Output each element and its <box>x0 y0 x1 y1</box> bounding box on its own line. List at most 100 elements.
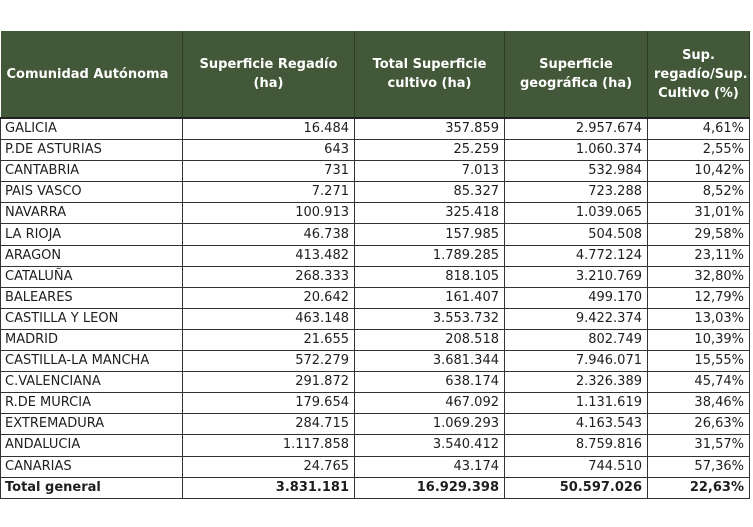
regadio-cell: 731 <box>182 160 355 183</box>
name-cell: P.DE ASTURIAS <box>0 139 183 162</box>
cultivo-cell: 3.553.732 <box>354 308 505 330</box>
total-row: Total general 3.831.181 16.929.398 50.597.0… <box>0 477 750 499</box>
regadio-cell: 20.642 <box>182 287 355 309</box>
name-cell: CATALUÑA <box>0 266 183 288</box>
name-cell: R.DE MURCIA <box>0 392 183 415</box>
regadio-cell: 413.482 <box>182 245 355 267</box>
table-row: C.VALENCIANA 291.872 638.174 2.326.389 45,74… <box>0 371 750 394</box>
percent-cell: 57,36% <box>647 456 750 478</box>
cultivo-cell: 325.418 <box>354 202 505 225</box>
cultivo-cell: 3.681.344 <box>354 350 505 373</box>
table-row: ARAGON 413.482 1.789.285 4.772.124 23,11% <box>0 245 750 267</box>
cultivo-cell: 85.327 <box>354 181 505 204</box>
table-row: ANDALUCIA 1.117.858 3.540.412 8.759.816 31,5… <box>0 434 750 457</box>
irrigation-table: Comunidad Autónoma Superficie Regadío (h… <box>0 31 750 499</box>
header-row: Comunidad Autónoma Superficie Regadío (h… <box>0 31 750 119</box>
regadio-cell: 100.913 <box>182 202 355 225</box>
name-cell: ARAGON <box>0 245 183 267</box>
table-body: GALICIA 16.484 357.859 2.957.674 4,61% P.DE A… <box>0 118 750 499</box>
name-cell: MADRID <box>0 329 183 352</box>
percent-cell: 10,42% <box>647 160 750 183</box>
geografica-cell: 1.131.619 <box>504 392 648 415</box>
regadio-cell: 21.655 <box>182 329 355 352</box>
geografica-cell: 802.749 <box>504 329 648 352</box>
name-cell: CASTILLA-LA MANCHA <box>0 350 183 373</box>
header-superficie-geografica: Superficie geográfica (ha) <box>504 31 648 119</box>
geografica-cell: 504.508 <box>504 223 648 246</box>
regadio-cell: 7.271 <box>182 181 355 204</box>
cultivo-cell: 638.174 <box>354 371 505 394</box>
cultivo-cell: 3.540.412 <box>354 434 505 457</box>
cultivo-cell: 25.259 <box>354 139 505 162</box>
header-porcentaje-regadio: Sup. regadío/Sup. Cultivo (%) <box>647 31 750 119</box>
regadio-cell: 24.765 <box>182 456 355 478</box>
header-total-superficie-cultivo: Total Superficie cultivo (ha) <box>354 31 505 119</box>
table-row: BALEARES 20.642 161.407 499.170 12,79% <box>0 287 750 309</box>
percent-cell: 23,11% <box>647 245 750 267</box>
table-row: P.DE ASTURIAS 643 25.259 1.060.374 2,55% <box>0 139 750 162</box>
percent-cell: 12,79% <box>647 287 750 309</box>
geografica-cell: 1.039.065 <box>504 202 648 225</box>
percent-cell: 26,63% <box>647 413 750 436</box>
name-cell: NAVARRA <box>0 202 183 225</box>
percent-cell: 45,74% <box>647 371 750 394</box>
regadio-cell: 291.872 <box>182 371 355 394</box>
table-row: CASTILLA Y LEON 463.148 3.553.732 9.422.374… <box>0 308 750 330</box>
name-cell: CASTILLA Y LEON <box>0 308 183 330</box>
percent-cell: 15,55% <box>647 350 750 373</box>
geografica-cell: 499.170 <box>504 287 648 309</box>
name-cell: PAIS VASCO <box>0 181 183 204</box>
percent-cell: 10,39% <box>647 329 750 352</box>
name-cell: ANDALUCIA <box>0 434 183 457</box>
cultivo-cell: 7.013 <box>354 160 505 183</box>
geografica-cell: 4.163.543 <box>504 413 648 436</box>
table-row: R.DE MURCIA 179.654 467.092 1.131.619 38,46% <box>0 392 750 415</box>
cultivo-cell: 357.859 <box>354 118 505 141</box>
geografica-cell: 2.957.674 <box>504 118 648 141</box>
regadio-cell: 268.333 <box>182 266 355 288</box>
regadio-cell: 572.279 <box>182 350 355 373</box>
name-cell: LA RIOJA <box>0 223 183 246</box>
percent-cell: 13,03% <box>647 308 750 330</box>
percent-cell: 38,46% <box>647 392 750 415</box>
table-row: EXTREMADURA 284.715 1.069.293 4.163.543 26,6… <box>0 413 750 436</box>
cultivo-cell: 467.092 <box>354 392 505 415</box>
table-row: GALICIA 16.484 357.859 2.957.674 4,61% <box>0 118 750 141</box>
percent-cell: 4,61% <box>647 118 750 141</box>
cultivo-cell: 161.407 <box>354 287 505 309</box>
cultivo-cell: 43.174 <box>354 456 505 478</box>
regadio-cell: 1.117.858 <box>182 434 355 457</box>
table-row: LA RIOJA 46.738 157.985 504.508 29,58% <box>0 223 750 246</box>
percent-cell: 31,57% <box>647 434 750 457</box>
cultivo-cell: 16.929.398 <box>354 477 505 499</box>
cultivo-cell: 818.105 <box>354 266 505 288</box>
table-row: CANARIAS 24.765 43.174 744.510 57,36% <box>0 456 750 478</box>
cultivo-cell: 157.985 <box>354 223 505 246</box>
percent-cell: 32,80% <box>647 266 750 288</box>
cultivo-cell: 1.069.293 <box>354 413 505 436</box>
regadio-cell: 16.484 <box>182 118 355 141</box>
geografica-cell: 50.597.026 <box>504 477 648 499</box>
table-row: CATALUÑA 268.333 818.105 3.210.769 32,80% <box>0 266 750 288</box>
geografica-cell: 2.326.389 <box>504 371 648 394</box>
cultivo-cell: 1.789.285 <box>354 245 505 267</box>
table-row: CASTILLA-LA MANCHA 572.279 3.681.344 7.946.… <box>0 350 750 373</box>
header-comunidad: Comunidad Autónoma <box>0 31 183 119</box>
cultivo-cell: 208.518 <box>354 329 505 352</box>
percent-cell: 22,63% <box>647 477 750 499</box>
name-cell: Total general <box>0 477 183 499</box>
table-row: CANTABRIA 731 7.013 532.984 10,42% <box>0 160 750 183</box>
geografica-cell: 4.772.124 <box>504 245 648 267</box>
name-cell: BALEARES <box>0 287 183 309</box>
regadio-cell: 179.654 <box>182 392 355 415</box>
table-row: MADRID 21.655 208.518 802.749 10,39% <box>0 329 750 352</box>
table-row: PAIS VASCO 7.271 85.327 723.288 8,52% <box>0 181 750 204</box>
geografica-cell: 1.060.374 <box>504 139 648 162</box>
regadio-cell: 3.831.181 <box>182 477 355 499</box>
regadio-cell: 643 <box>182 139 355 162</box>
name-cell: GALICIA <box>0 118 183 141</box>
geografica-cell: 3.210.769 <box>504 266 648 288</box>
regadio-cell: 46.738 <box>182 223 355 246</box>
header-superficie-regadio: Superficie Regadío (ha) <box>182 31 355 119</box>
percent-cell: 29,58% <box>647 223 750 246</box>
